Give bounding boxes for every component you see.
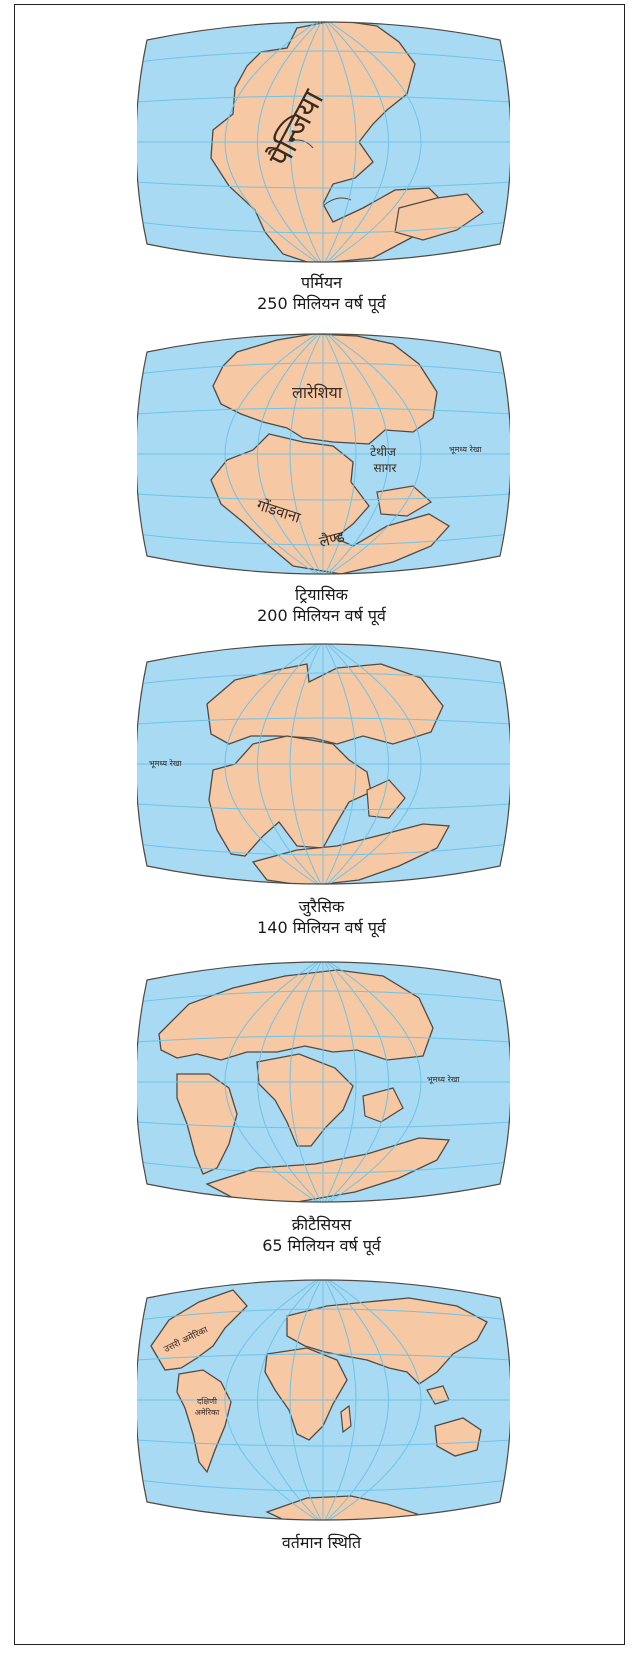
label-sea: सागर xyxy=(374,461,398,475)
period-name: जुरैसिक xyxy=(298,897,345,916)
landmass-south-america xyxy=(176,1073,238,1175)
label-land: लैण्ड xyxy=(317,527,347,551)
label-equator: भूमध्य रेखा xyxy=(149,758,182,769)
map-jurassic: भूमध्य रेखा xyxy=(137,643,510,885)
period-name: ट्रियासिक xyxy=(295,585,348,604)
landmass-australia xyxy=(434,1417,482,1457)
period-age: 65 मिलियन वर्ष पूर्व xyxy=(262,1236,381,1255)
map-cretaceous: भूमध्य रेखा xyxy=(137,961,510,1203)
figure-frame xyxy=(14,4,625,1645)
landmass-eurasia xyxy=(286,1297,488,1385)
period-name: वर्तमान स्थिति xyxy=(281,1533,362,1552)
landmass-south-america xyxy=(176,1369,232,1474)
label-laurasia: लारेशिया xyxy=(292,383,343,402)
period-age: 250 मिलियन वर्ष पूर्व xyxy=(257,294,386,313)
landmass-north-america xyxy=(150,1289,248,1371)
period-age: 140 मिलियन वर्ष पूर्व xyxy=(257,918,386,937)
landmass-africa xyxy=(264,1347,348,1441)
landmass-laurasia xyxy=(212,334,438,445)
map-present: उत्तरी अमेरिका दक्षिणी अमेरिका xyxy=(137,1279,510,1521)
label-south-america-1: दक्षिणी xyxy=(197,1396,218,1406)
label-equator: भूमध्य रेखा xyxy=(427,1074,460,1085)
period-name: क्रीटैसियस xyxy=(291,1215,352,1234)
landmass-africa xyxy=(256,1053,354,1147)
label-tethys: टेथीज xyxy=(370,445,397,459)
map-triassic: लारेशिया टेथीज सागर भूमध्य रेखा गोंडवाना… xyxy=(137,333,510,575)
period-name: पर्मियन xyxy=(301,273,342,292)
period-age: 200 मिलियन वर्ष पूर्व xyxy=(257,606,386,625)
map-permian: पैन्जिया xyxy=(137,21,510,263)
label-south-america-2: अमेरिका xyxy=(195,1407,220,1417)
label-equator: भूमध्य रेखा xyxy=(449,444,482,455)
